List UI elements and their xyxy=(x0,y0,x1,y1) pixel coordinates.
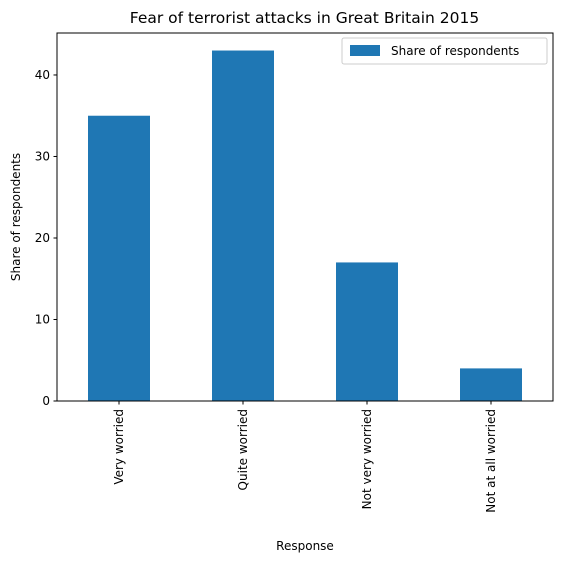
legend: Share of respondents xyxy=(341,37,548,65)
legend-label: Share of respondents xyxy=(391,44,519,58)
y-tick-label: 0 xyxy=(42,394,50,408)
y-axis: 0 10 20 30 40 xyxy=(35,68,57,408)
bar-quite-worried xyxy=(212,50,274,402)
x-tick-label: Quite worried xyxy=(236,409,250,490)
bar-not-at-all-worried xyxy=(460,368,522,401)
legend-box xyxy=(341,37,548,65)
bar-not-very-worried xyxy=(336,262,398,401)
plot-frame xyxy=(56,32,554,402)
bar-very-worried xyxy=(88,115,150,401)
bars-group xyxy=(88,50,522,402)
y-axis-label: Share of respondents xyxy=(9,153,23,281)
x-tick-label: Not very worried xyxy=(360,409,374,509)
x-axis-label: Response xyxy=(276,539,334,553)
x-tick-label: Very worried xyxy=(112,409,126,485)
chart-title: Fear of terrorist attacks in Great Brita… xyxy=(130,9,479,27)
y-tick-label: 30 xyxy=(35,149,50,163)
x-axis: Very worried Quite worried Not very worrie… xyxy=(112,401,498,513)
y-tick-label: 20 xyxy=(35,231,50,245)
x-tick-label: Not at all worried xyxy=(484,409,498,513)
y-tick-label: 10 xyxy=(35,312,50,326)
legend-swatch xyxy=(350,45,380,56)
y-tick-label: 40 xyxy=(35,68,50,82)
